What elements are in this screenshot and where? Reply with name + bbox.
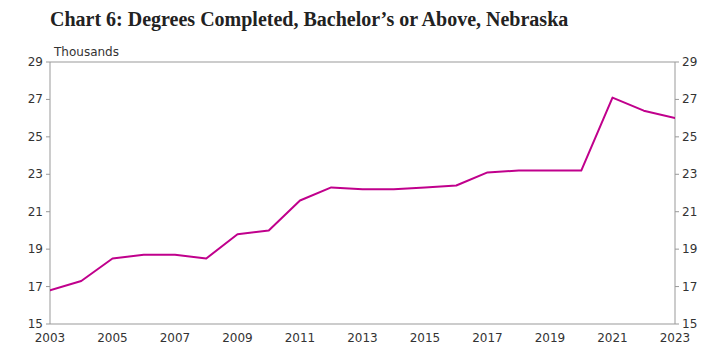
y2-tick xyxy=(675,136,679,137)
y2-tick-label: 25 xyxy=(682,130,697,144)
chart-container: Chart 6: Degrees Completed, Bachelor’s o… xyxy=(0,0,725,360)
y2-tick-label: 27 xyxy=(682,92,697,106)
y-axis-right: 15 17 19 21 23 25 27 29 xyxy=(675,55,697,331)
y2-tick-label: 23 xyxy=(682,167,697,181)
y2-tick xyxy=(675,324,679,325)
plot-area xyxy=(50,98,675,291)
y2-tick xyxy=(675,62,679,63)
y-tick-label: 19 xyxy=(28,242,43,256)
y2-tick xyxy=(675,174,679,175)
y-tick xyxy=(46,136,50,137)
title: Chart 6: Degrees Completed, Bachelor’s o… xyxy=(50,8,568,31)
x-tick-label: 2021 xyxy=(597,331,628,345)
y2-tick-label: 21 xyxy=(682,205,697,219)
y-tick-label: 21 xyxy=(28,205,43,219)
right-axis-line xyxy=(675,62,676,324)
y-tick-label: 17 xyxy=(28,280,43,294)
frame xyxy=(50,62,675,324)
bottom-border xyxy=(50,324,675,325)
x-tick-label: 2003 xyxy=(35,331,66,345)
x-tick-label: 2009 xyxy=(222,331,253,345)
top-border xyxy=(50,62,675,63)
y-tick xyxy=(46,286,50,287)
y-tick xyxy=(46,211,50,212)
y-tick xyxy=(46,249,50,250)
x-tick-label: 2005 xyxy=(97,331,128,345)
y2-tick xyxy=(675,99,679,100)
y-tick xyxy=(46,174,50,175)
x-tick-label: 2023 xyxy=(660,331,691,345)
x-tick-label: 2019 xyxy=(535,331,566,345)
y-tick-label: 29 xyxy=(28,55,43,69)
x-tick-label: 2017 xyxy=(472,331,503,345)
y-tick-label: 23 xyxy=(28,167,43,181)
y-tick-label: 27 xyxy=(28,92,43,106)
y-axis-left: 15 17 19 21 23 25 27 29 xyxy=(28,55,50,331)
y2-tick-label: 29 xyxy=(682,55,697,69)
background xyxy=(0,0,725,360)
y-tick-label: 15 xyxy=(28,317,43,331)
y2-tick-label: 15 xyxy=(682,317,697,331)
chart: Chart 6: Degrees Completed, Bachelor’s o… xyxy=(0,0,725,360)
x-tick-label: 2013 xyxy=(347,331,378,345)
y2-tick xyxy=(675,249,679,250)
x-tick-label: 2015 xyxy=(410,331,441,345)
data-line xyxy=(50,98,675,291)
left-axis-line xyxy=(50,62,51,324)
x-tick-label: 2011 xyxy=(285,331,316,345)
x-axis: 2003 2005 2007 2009 2011 2013 2015 2017 2019 2021… xyxy=(35,331,691,345)
y-tick xyxy=(46,62,50,63)
y2-tick xyxy=(675,211,679,212)
x-tick-label: 2007 xyxy=(160,331,191,345)
y2-tick-label: 19 xyxy=(682,242,697,256)
y2-tick-label: 17 xyxy=(682,280,697,294)
y2-tick xyxy=(675,286,679,287)
y-axis-label: Thousands xyxy=(53,45,119,59)
y-tick xyxy=(46,324,50,325)
y-tick-label: 25 xyxy=(28,130,43,144)
y-tick xyxy=(46,99,50,100)
